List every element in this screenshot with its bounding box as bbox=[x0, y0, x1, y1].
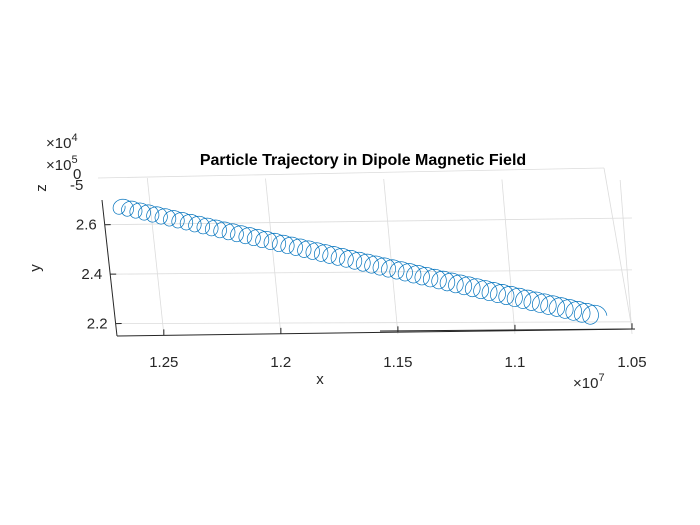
x-axis-line-back bbox=[379, 328, 633, 332]
z-multiplier: ×10 bbox=[46, 135, 71, 152]
x-tick-label: 1.2 bbox=[270, 354, 291, 371]
svg-text:×104: ×104 bbox=[46, 132, 78, 152]
y-tick-label: 2.4 bbox=[81, 266, 102, 283]
y-multiplier: ×10 bbox=[46, 157, 71, 174]
x-grid-line bbox=[146, 177, 165, 335]
chart-title: Particle Trajectory in Dipole Magnetic F… bbox=[200, 152, 526, 169]
x-grid-line bbox=[501, 179, 516, 335]
y-grid-line bbox=[110, 269, 633, 275]
y-tick-label: 2.2 bbox=[87, 316, 108, 333]
x-axis-label: x bbox=[316, 371, 324, 388]
y-axis-label: y bbox=[27, 264, 44, 272]
z-exponent: 4 bbox=[71, 132, 77, 144]
right-grid-line bbox=[603, 167, 633, 330]
x-tick-label: 1.25 bbox=[149, 354, 178, 371]
svg-text:×107: ×107 bbox=[573, 372, 605, 392]
axes-box bbox=[101, 199, 636, 337]
z-axis-label: z bbox=[33, 184, 50, 192]
x-grid-line bbox=[383, 178, 399, 335]
y-grid-line bbox=[115, 321, 633, 325]
top-grid-line bbox=[97, 167, 605, 179]
x-tick-label: 1.15 bbox=[383, 354, 412, 371]
x-exponent: 7 bbox=[598, 372, 604, 384]
x-tick-label: 1.1 bbox=[505, 354, 526, 371]
y-axis-line bbox=[101, 199, 118, 337]
y-exponent-label: ×105 bbox=[46, 154, 78, 174]
z-tick-label: 0 bbox=[73, 166, 81, 183]
x-tick-label: 1.05 bbox=[617, 354, 646, 371]
z-exponent-label: ×104 bbox=[46, 132, 78, 152]
y-exponent: 5 bbox=[71, 154, 77, 166]
y-axis: 2.6 2.4 2.2 bbox=[76, 217, 122, 333]
x-grid-line bbox=[619, 179, 633, 335]
trajectory-line bbox=[112, 198, 608, 325]
z-tick-label: -5 bbox=[70, 177, 83, 194]
x-multiplier: ×10 bbox=[573, 375, 598, 392]
x-axis: 1.25 1.2 1.15 1.1 1.05 bbox=[149, 323, 647, 371]
trajectory bbox=[112, 198, 608, 325]
x-grid-line bbox=[265, 178, 282, 335]
y-tick-label: 2.6 bbox=[76, 217, 97, 234]
x-exponent-label: ×107 bbox=[573, 372, 605, 392]
svg-text:×105: ×105 bbox=[46, 154, 78, 174]
x-axis-line bbox=[116, 328, 636, 337]
grid-lines bbox=[97, 167, 633, 335]
